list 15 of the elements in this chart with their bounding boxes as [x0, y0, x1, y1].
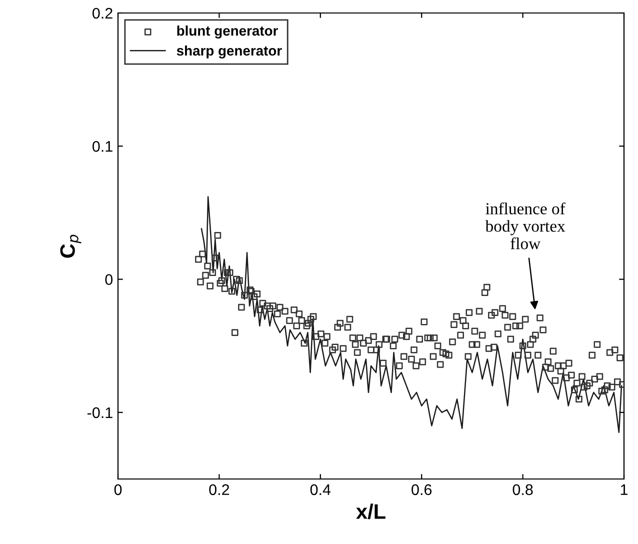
x-tick-label: 1	[620, 484, 628, 495]
x-axis-title: x/L	[356, 504, 386, 520]
x-tick-label: 0.2	[209, 484, 230, 496]
y-tick-label: -0.1	[87, 407, 112, 418]
x-tick-label: 0.8	[512, 484, 533, 496]
y-axis-title: C$_{p}$	[60, 234, 82, 258]
y-tick-label: 0.1	[92, 141, 112, 152]
annotation: influence of body vortex flow	[485, 202, 566, 250]
x-tick-label: 0.6	[412, 484, 432, 496]
legend-label: blunt generator	[177, 26, 278, 39]
y-tick-label: 0.2	[92, 8, 112, 19]
legend-label: sharp generator	[176, 45, 282, 58]
x-tick-label: 0	[114, 484, 122, 496]
y-tick-label: 0	[105, 274, 113, 285]
x-tick-label: 0.4	[310, 484, 331, 496]
